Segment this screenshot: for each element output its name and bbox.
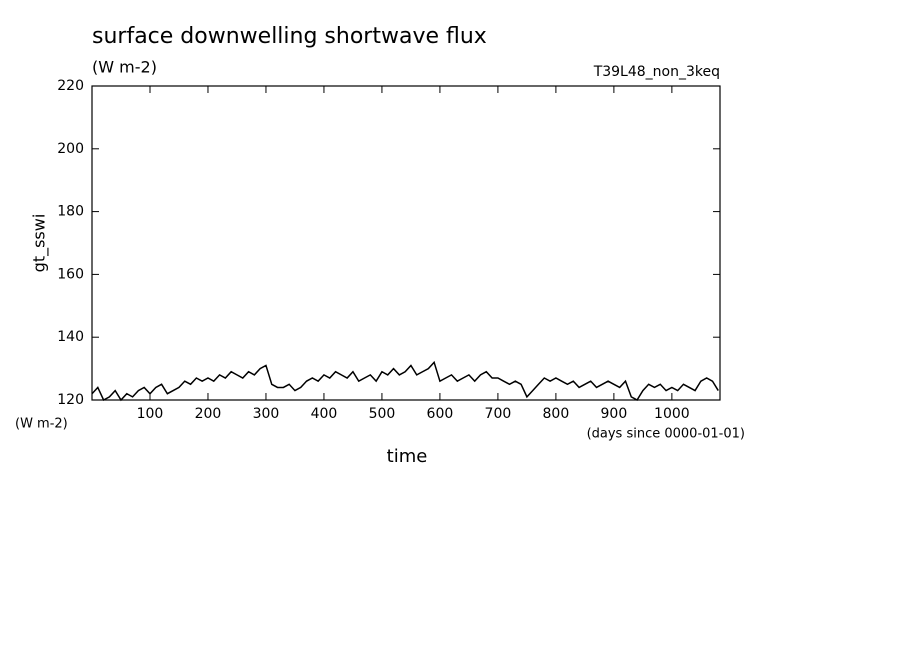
y-tick-label: 200	[57, 141, 84, 157]
y-tick-label: 120	[57, 392, 84, 408]
x-tick-label: 1000	[654, 406, 690, 422]
y-tick-label: 220	[57, 78, 84, 94]
plot-frame	[91, 85, 721, 401]
x-tick-label: 100	[137, 406, 164, 422]
x-units: (days since 0000-01-01)	[587, 427, 745, 442]
x-axis-label: time	[387, 446, 428, 467]
y-tick-label: 140	[57, 329, 84, 345]
x-tick-label: 200	[195, 406, 222, 422]
x-tick-label: 500	[369, 406, 396, 422]
x-tick-label: 800	[543, 406, 570, 422]
x-tick-label: 900	[601, 406, 628, 422]
x-tick-label: 400	[311, 406, 338, 422]
annotation: T39L48_non_3keq	[593, 64, 720, 80]
chart-title: surface downwelling shortwave flux	[92, 24, 487, 49]
y-tick-label: 160	[57, 266, 84, 282]
x-tick-label: 600	[427, 406, 454, 422]
chart-subtitle: (W m-2)	[92, 58, 157, 77]
data-line	[91, 360, 719, 402]
y-axis-label: gt_sswi	[30, 214, 50, 273]
x-tick-label: 700	[485, 406, 512, 422]
y-units: (W m-2)	[15, 417, 68, 432]
x-tick-label: 300	[253, 406, 280, 422]
y-tick-label: 180	[57, 204, 84, 220]
